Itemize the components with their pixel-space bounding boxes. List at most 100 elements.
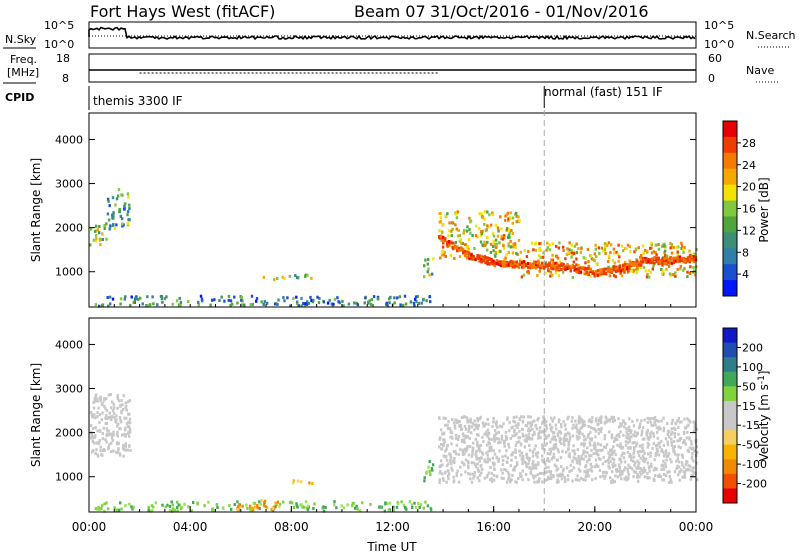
range-gate-cell (97, 406, 100, 410)
range-gate-cell (622, 268, 625, 272)
range-gate-cell (529, 415, 532, 419)
range-gate-cell (442, 241, 445, 245)
range-gate-cell (118, 452, 122, 456)
range-gate-cell (589, 431, 592, 434)
range-gate-cell (601, 462, 605, 466)
range-gate-cell (505, 260, 509, 264)
range-gate-cell (464, 458, 468, 462)
range-gate-cell (672, 272, 675, 276)
range-gate-cell (513, 420, 517, 424)
range-gate-cell (544, 436, 548, 440)
range-gate-cell (125, 408, 128, 412)
freq-unit-label: [MHz] (7, 66, 39, 79)
range-gate-cell (538, 242, 541, 246)
range-gate-cell (454, 433, 458, 437)
range-gate-cell (233, 295, 236, 299)
range-gate-cell (478, 459, 481, 463)
range-gate-cell (453, 424, 457, 428)
range-gate-cell (95, 448, 98, 452)
range-gate-cell (587, 474, 590, 478)
range-gate-cell (647, 258, 650, 261)
range-gate-cell (486, 435, 489, 438)
range-gate-cell (576, 474, 579, 478)
range-gate-cell (516, 462, 519, 466)
range-gate-cell (438, 465, 441, 469)
range-gate-cell (634, 268, 638, 272)
range-gate-cell (570, 243, 573, 247)
range-gate-cell (507, 250, 510, 254)
range-gate-cell (575, 434, 579, 438)
range-gate-cell (617, 243, 620, 247)
range-gate-cell (580, 425, 584, 429)
range-gate-cell (598, 268, 602, 272)
range-gate-cell (457, 480, 461, 484)
range-gate-cell (316, 295, 319, 299)
range-gate-cell (645, 258, 648, 262)
range-gate-cell (505, 480, 509, 484)
range-gate-cell (686, 430, 689, 434)
range-gate-cell (187, 300, 190, 303)
range-gate-cell (470, 461, 473, 465)
range-gate-cell (535, 452, 538, 456)
range-gate-cell (660, 268, 663, 271)
freq-tick-low: 8 (62, 72, 69, 85)
range-gate-cell (466, 445, 469, 448)
range-gate-cell (101, 303, 104, 307)
colorbar-swatch (723, 488, 737, 504)
range-gate-cell (423, 479, 426, 483)
range-gate-cell (661, 243, 665, 247)
range-gate-cell (536, 418, 539, 422)
range-gate-cell (410, 503, 414, 507)
range-gate-cell (422, 297, 425, 301)
range-gate-cell (601, 448, 604, 452)
range-gate-cell (260, 499, 263, 502)
range-gate-cell (495, 262, 499, 266)
range-gate-cell (393, 301, 396, 305)
range-gate-cell (197, 303, 200, 307)
range-gate-cell (628, 265, 631, 269)
velocity-colorbar-label: Velocity [m s-1] (757, 371, 771, 462)
range-gate-cell (684, 462, 687, 466)
range-gate-cell (101, 238, 104, 241)
range-gate-cell (384, 502, 387, 506)
range-gate-cell (413, 304, 416, 308)
range-gate-cell (392, 505, 395, 509)
range-gate-cell (687, 450, 690, 453)
range-gate-cell (671, 418, 674, 422)
range-gate-cell (509, 259, 513, 263)
range-gate-cell (661, 262, 664, 266)
cpid-segment-1: themis 3300 IF (93, 94, 183, 108)
range-gate-cell (669, 246, 672, 250)
range-gate-cell (96, 397, 99, 401)
range-gate-cell (304, 302, 307, 306)
range-gate-cell (575, 427, 579, 431)
y-tick-label: 2000 (55, 427, 83, 440)
range-gate-cell (542, 255, 545, 259)
range-gate-cell (551, 242, 554, 246)
colorbar-tick-label: 4 (742, 268, 749, 281)
range-gate-cell (139, 296, 142, 300)
range-gate-cell (448, 221, 451, 225)
range-gate-cell (628, 263, 631, 267)
range-gate-cell (593, 447, 596, 451)
range-gate-cell (654, 444, 658, 448)
range-gate-cell (94, 303, 97, 307)
range-gate-cell (501, 237, 505, 241)
range-gate-cell (599, 475, 602, 479)
range-gate-cell (539, 436, 542, 439)
range-gate-cell (128, 444, 131, 448)
range-gate-cell (129, 303, 132, 307)
range-gate-cell (500, 227, 503, 231)
range-gate-cell (412, 301, 416, 305)
frequency-trace (89, 69, 696, 74)
range-gate-cell (164, 505, 167, 509)
range-gate-cell (642, 469, 645, 473)
range-gate-cell (457, 435, 461, 439)
range-gate-cell (566, 247, 569, 251)
range-gate-cell (308, 481, 311, 485)
range-gate-cell (668, 470, 671, 474)
range-gate-cell (669, 478, 672, 482)
range-gate-cell (531, 450, 535, 454)
range-gate-cell (481, 229, 484, 233)
range-gate-cell (124, 442, 128, 446)
